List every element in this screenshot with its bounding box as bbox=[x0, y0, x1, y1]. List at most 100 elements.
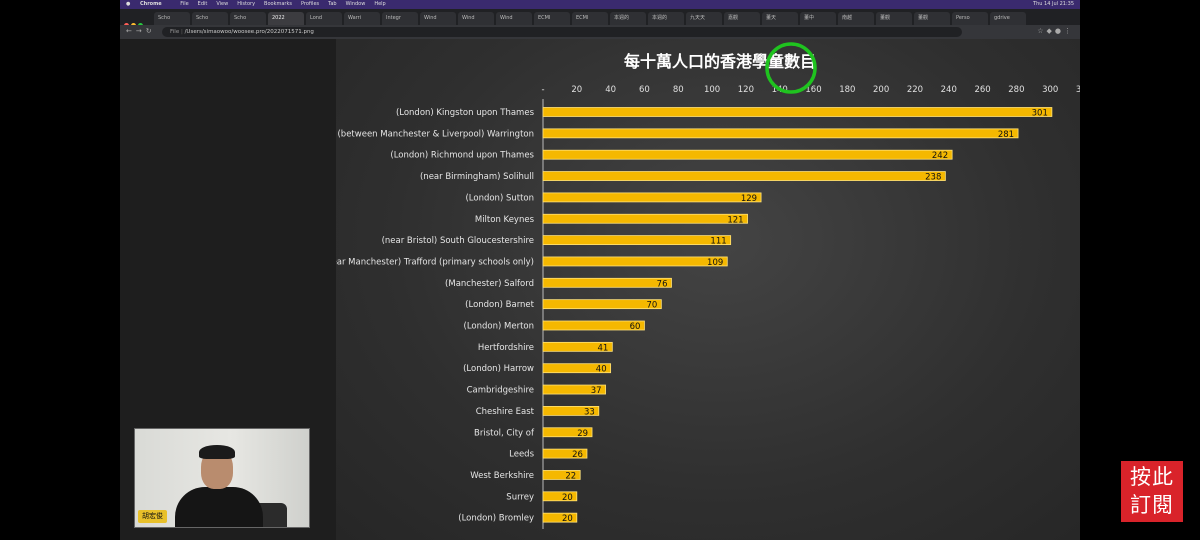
menu-item-file[interactable]: File bbox=[180, 1, 189, 7]
bar bbox=[542, 341, 613, 352]
bar-value-label: 33 bbox=[584, 407, 595, 417]
browser-tab[interactable]: 本週的 bbox=[610, 12, 646, 25]
x-tick-label: 100 bbox=[704, 85, 720, 95]
browser-tab[interactable]: Wind bbox=[496, 12, 532, 25]
browser-tab[interactable]: 本週的 bbox=[648, 12, 684, 25]
browser-tab[interactable]: 2022 bbox=[268, 12, 304, 25]
x-tick-label: 300 bbox=[1042, 85, 1058, 95]
browser-tab[interactable]: Perso bbox=[952, 12, 988, 25]
browser-tab[interactable]: ECMI bbox=[572, 12, 608, 25]
browser-tab[interactable]: 九天天 bbox=[686, 12, 722, 25]
apple-icon[interactable]: ● bbox=[126, 1, 131, 7]
browser-tab[interactable]: 董中 bbox=[800, 12, 836, 25]
bar-value-label: 111 bbox=[710, 237, 726, 247]
bar bbox=[542, 235, 732, 246]
category-label: Leeds bbox=[509, 450, 534, 460]
browser-tab[interactable]: 董天 bbox=[762, 12, 798, 25]
bar-value-label: 37 bbox=[591, 386, 602, 396]
menu-item-edit[interactable]: Edit bbox=[197, 1, 208, 7]
url-field[interactable]: File | /Users/simaowoo/woosee.pro/202207… bbox=[162, 27, 962, 37]
browser-tab[interactable]: Lond bbox=[306, 12, 342, 25]
x-tick-label: 60 bbox=[639, 85, 650, 95]
bar-value-label: 26 bbox=[572, 450, 583, 460]
bar-value-label: 60 bbox=[630, 322, 641, 332]
browser-tab[interactable]: Scho bbox=[154, 12, 190, 25]
chart-image: 每十萬人口的香港學童數目 -20 40 60 80 100 120 140 160 180 200 2… bbox=[336, 39, 1080, 540]
bar bbox=[542, 491, 578, 502]
x-tick-label: 180 bbox=[839, 85, 855, 95]
browser-tab[interactable]: 董觀 bbox=[876, 12, 912, 25]
menu-item-history[interactable]: History bbox=[237, 1, 256, 7]
menu-item-tab[interactable]: Tab bbox=[328, 1, 337, 7]
browser-tab[interactable]: 嘉觀 bbox=[724, 12, 760, 25]
x-tick-label: 280 bbox=[1008, 85, 1024, 95]
bar bbox=[542, 405, 600, 416]
bar-value-label: 129 bbox=[741, 194, 757, 204]
nav-buttons: ←→↻ bbox=[126, 27, 156, 35]
profile-icon[interactable]: ● bbox=[1054, 27, 1064, 35]
browser-tab[interactable]: 董觀 bbox=[914, 12, 950, 25]
subscribe-badge[interactable]: 按此 訂閱 bbox=[1121, 461, 1183, 522]
star-icon[interactable]: ☆ bbox=[1037, 27, 1047, 35]
tab-list: Scho Scho Scho 2022 Lond Warri Integr Wind Wind W… bbox=[154, 12, 1028, 25]
presenter-body bbox=[175, 487, 263, 527]
menu-item-view[interactable]: View bbox=[216, 1, 229, 7]
menu-item-help[interactable]: Help bbox=[374, 1, 386, 7]
bar-value-label: 41 bbox=[597, 343, 608, 353]
x-tick-label: 20 bbox=[571, 85, 582, 95]
browser-tab[interactable]: ECMI bbox=[534, 12, 570, 25]
bar-value-label: 109 bbox=[707, 258, 723, 268]
x-tick-label: 200 bbox=[873, 85, 889, 95]
presenter-hair bbox=[199, 445, 235, 459]
bar bbox=[542, 107, 1053, 117]
x-tick-label: - bbox=[541, 85, 544, 95]
chart-title: 每十萬人口的香港學童數目 bbox=[624, 52, 816, 71]
category-label: (London) Kingston upon Thames bbox=[396, 108, 535, 118]
menu-app-name[interactable]: Chrome bbox=[139, 1, 162, 7]
browser-tab[interactable]: Integr bbox=[382, 12, 418, 25]
browser-tab[interactable]: Scho bbox=[230, 12, 266, 25]
menu-item-window[interactable]: Window bbox=[345, 1, 366, 7]
x-tick-label: 40 bbox=[605, 85, 616, 95]
bar bbox=[542, 149, 953, 160]
bar-value-label: 22 bbox=[565, 471, 576, 481]
bar bbox=[542, 299, 662, 310]
address-bar: ←→↻ File | /Users/simaowoo/woosee.pro/20… bbox=[120, 25, 1080, 39]
browser-tab[interactable]: 南越 bbox=[838, 12, 874, 25]
category-label: Hertfordshire bbox=[478, 343, 534, 353]
bar-chart: 每十萬人口的香港學童數目- 20 40 60 80 100 120 140 160 180 200 2… bbox=[336, 42, 1080, 529]
bar-value-label: 40 bbox=[596, 365, 607, 375]
x-tick-label: 220 bbox=[907, 85, 923, 95]
presenter-name-tag: 胡宏俊 bbox=[138, 510, 167, 523]
bar bbox=[542, 320, 645, 331]
menu-clock[interactable]: Thu 14 Jul 21:35 bbox=[1033, 1, 1074, 7]
bar-value-label: 281 bbox=[998, 130, 1014, 140]
browser-tab[interactable]: Warri bbox=[344, 12, 380, 25]
x-tick-label: 80 bbox=[673, 85, 684, 95]
bar-value-label: 76 bbox=[657, 279, 668, 289]
category-label: Cheshire East bbox=[476, 407, 535, 417]
category-label: Bristol, City of bbox=[474, 428, 535, 438]
menu-icon[interactable]: ⋮ bbox=[1064, 27, 1074, 35]
category-label: Cambridgeshire bbox=[467, 386, 534, 396]
extension-icon[interactable]: ◆ bbox=[1046, 27, 1055, 35]
category-label: (near Birmingham) Solihull bbox=[420, 172, 534, 182]
reload-icon[interactable]: ↻ bbox=[145, 27, 156, 35]
browser-tab[interactable]: Wind bbox=[458, 12, 494, 25]
x-tick-label: 240 bbox=[941, 85, 957, 95]
menu-item-bookmarks[interactable]: Bookmarks bbox=[264, 1, 292, 7]
browser-tab[interactable]: Wind bbox=[420, 12, 456, 25]
category-label: (London) Richmond upon Thames bbox=[390, 151, 534, 161]
x-tick-label: 260 bbox=[974, 85, 990, 95]
forward-icon[interactable]: → bbox=[135, 27, 146, 35]
browser-tab[interactable]: gdrive bbox=[990, 12, 1026, 25]
menu-item-profiles[interactable]: Profiles bbox=[300, 1, 320, 7]
bar bbox=[542, 512, 578, 523]
mac-menu-bar: ● Chrome File Edit View History Bookmarks Pro… bbox=[120, 0, 1080, 9]
bar bbox=[542, 277, 672, 288]
webcam-overlay: 胡宏俊 bbox=[134, 428, 310, 528]
highlight-circle bbox=[765, 42, 817, 94]
browser-tab[interactable]: Scho bbox=[192, 12, 228, 25]
back-icon[interactable]: ← bbox=[126, 27, 136, 35]
x-tick-label: 120 bbox=[738, 85, 754, 95]
